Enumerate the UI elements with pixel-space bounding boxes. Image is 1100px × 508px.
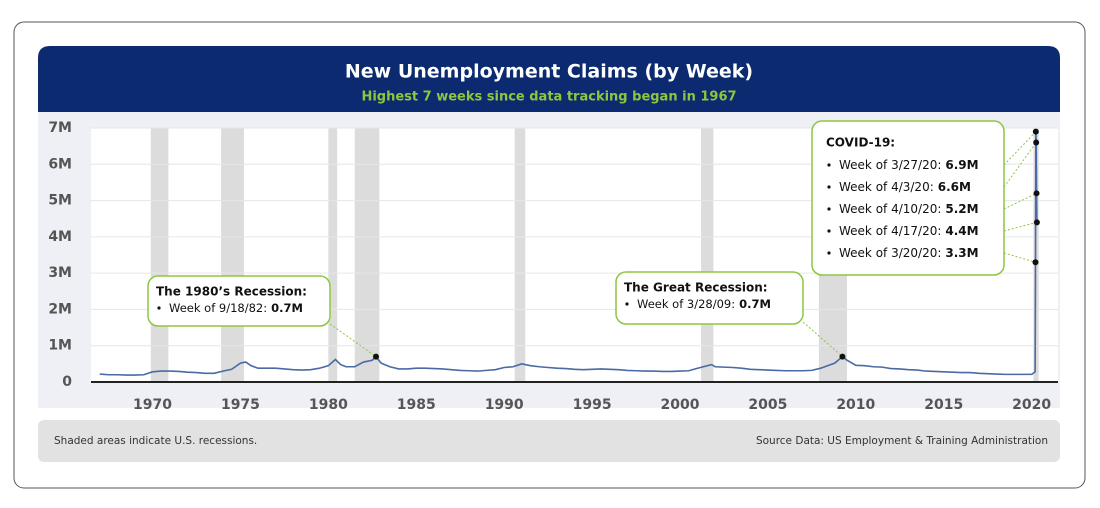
annotation-leader [1003,142,1037,188]
recession-band [150,128,169,382]
x-tick-label: 1990 [485,397,524,413]
header [38,46,1060,112]
annotation-point [373,353,380,360]
x-tick-label: 1975 [221,397,260,413]
y-tick-label: 0 [62,374,72,390]
item-text: Week of 3/20/20: [839,246,941,260]
annotation: The 1980’s Recession: Week of 9/18/82: 0.7… [147,275,380,360]
annotation-point [839,353,846,360]
annotation: The Great Recession: Week of 3/28/09: 0.7M [615,271,846,360]
item-value: 4.4M [945,224,978,238]
annotation-point [1032,259,1039,266]
item-value: 0.7M [271,301,303,315]
x-tick-label: 2020 [1012,397,1051,413]
bullet [827,229,831,233]
annotation-item: Week of 4/10/20: 5.2M [839,202,979,216]
bullet [827,185,831,189]
x-tick-label: 1970 [133,397,172,413]
item-text: Week of 4/10/20: [839,202,941,216]
annotation-item: Week of 4/3/20: 6.6M [839,180,971,194]
y-tick-label: 1M [48,338,72,354]
item-text: Week of 3/27/20: [839,158,941,172]
footer [38,420,1060,462]
annotation-box [615,271,804,325]
annotation-point [1032,128,1039,135]
bullet [625,302,629,306]
y-tick-label: 6M [48,156,72,172]
source: Source Data: US Employment & Training Ad… [756,435,1048,447]
annotation-item: Week of 9/18/82: 0.7M [169,301,303,315]
footnote: Shaded areas indicate U.S. recessions. [54,435,257,447]
item-text: Week of 4/17/20: [839,224,941,238]
bullet [157,306,161,310]
bullet [827,207,831,211]
annotation-point [1033,219,1040,226]
annotation-point [1033,139,1040,146]
annotation-leader [1003,221,1038,232]
x-tick-label: 1980 [309,397,348,413]
item-text: Week of 9/18/82: [169,301,267,315]
y-tick-label: 2M [48,301,72,317]
recession-band [354,128,380,382]
item-text: Week of 3/28/09: [637,297,735,311]
item-value: 6.6M [938,180,971,194]
y-tick-label: 5M [48,193,72,209]
bullet [827,251,831,255]
x-tick-label: 2015 [924,397,963,413]
recession-band [328,128,338,382]
annotation: COVID-19: Week of 3/27/20: 6.9M Week of 4/3… [811,120,1040,276]
chart-title: New Unemployment Claims (by Week) [345,61,753,83]
x-tick-label: 2010 [836,397,875,413]
annotation-box [811,120,1005,276]
chart-subtitle: Highest 7 weeks since data tracking bega… [361,90,736,105]
annotation-title: The 1980’s Recession: [156,285,307,299]
annotation-title: COVID-19: [826,136,895,150]
y-tick-label: 3M [48,265,72,281]
annotation-box [147,275,331,327]
recession-band [514,128,526,382]
y-tick-label: 7M [48,120,72,136]
recession-band [701,128,714,382]
bullet [827,163,831,167]
item-value: 5.2M [945,202,978,216]
item-value: 0.7M [739,297,771,311]
annotation-item: Week of 3/27/20: 6.9M [839,158,979,172]
annotation-leader [329,323,377,358]
annotation-leader [1003,252,1036,263]
item-value: 3.3M [945,246,978,260]
recession-band [221,128,244,382]
annotation-item: Week of 4/17/20: 4.4M [839,224,979,238]
annotation-title: The Great Recession: [624,281,768,295]
annotation-item: Week of 3/28/09: 0.7M [637,297,771,311]
x-tick-label: 1985 [397,397,436,413]
item-text: Week of 4/3/20: [839,180,934,194]
y-tick-label: 4M [48,229,72,245]
x-tick-label: 1995 [573,397,612,413]
item-value: 6.9M [945,158,978,172]
annotation-item: Week of 3/20/20: 3.3M [839,246,979,260]
series-line [99,131,1038,376]
x-tick-label: 2005 [748,397,787,413]
annotation-leader [802,321,843,357]
annotation-point [1033,190,1040,197]
x-tick-label: 2000 [661,397,700,413]
